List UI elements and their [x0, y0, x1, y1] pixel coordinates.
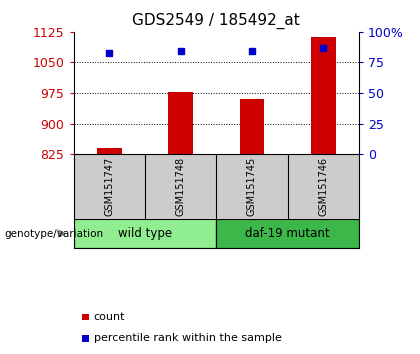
- Text: daf-19 mutant: daf-19 mutant: [245, 227, 330, 240]
- Text: wild type: wild type: [118, 227, 172, 240]
- Text: count: count: [94, 312, 125, 322]
- Text: percentile rank within the sample: percentile rank within the sample: [94, 333, 281, 343]
- Bar: [239, 99, 265, 154]
- Text: genotype/variation: genotype/variation: [4, 229, 103, 239]
- Text: GSM151746: GSM151746: [318, 157, 328, 216]
- Text: GSM151745: GSM151745: [247, 157, 257, 216]
- Bar: [311, 37, 336, 154]
- Text: GSM151747: GSM151747: [104, 157, 114, 216]
- Bar: [216, 219, 359, 248]
- Bar: [74, 219, 216, 248]
- Bar: [168, 92, 193, 154]
- Text: GSM151748: GSM151748: [176, 157, 186, 216]
- Bar: [97, 148, 122, 154]
- Title: GDS2549 / 185492_at: GDS2549 / 185492_at: [132, 13, 300, 29]
